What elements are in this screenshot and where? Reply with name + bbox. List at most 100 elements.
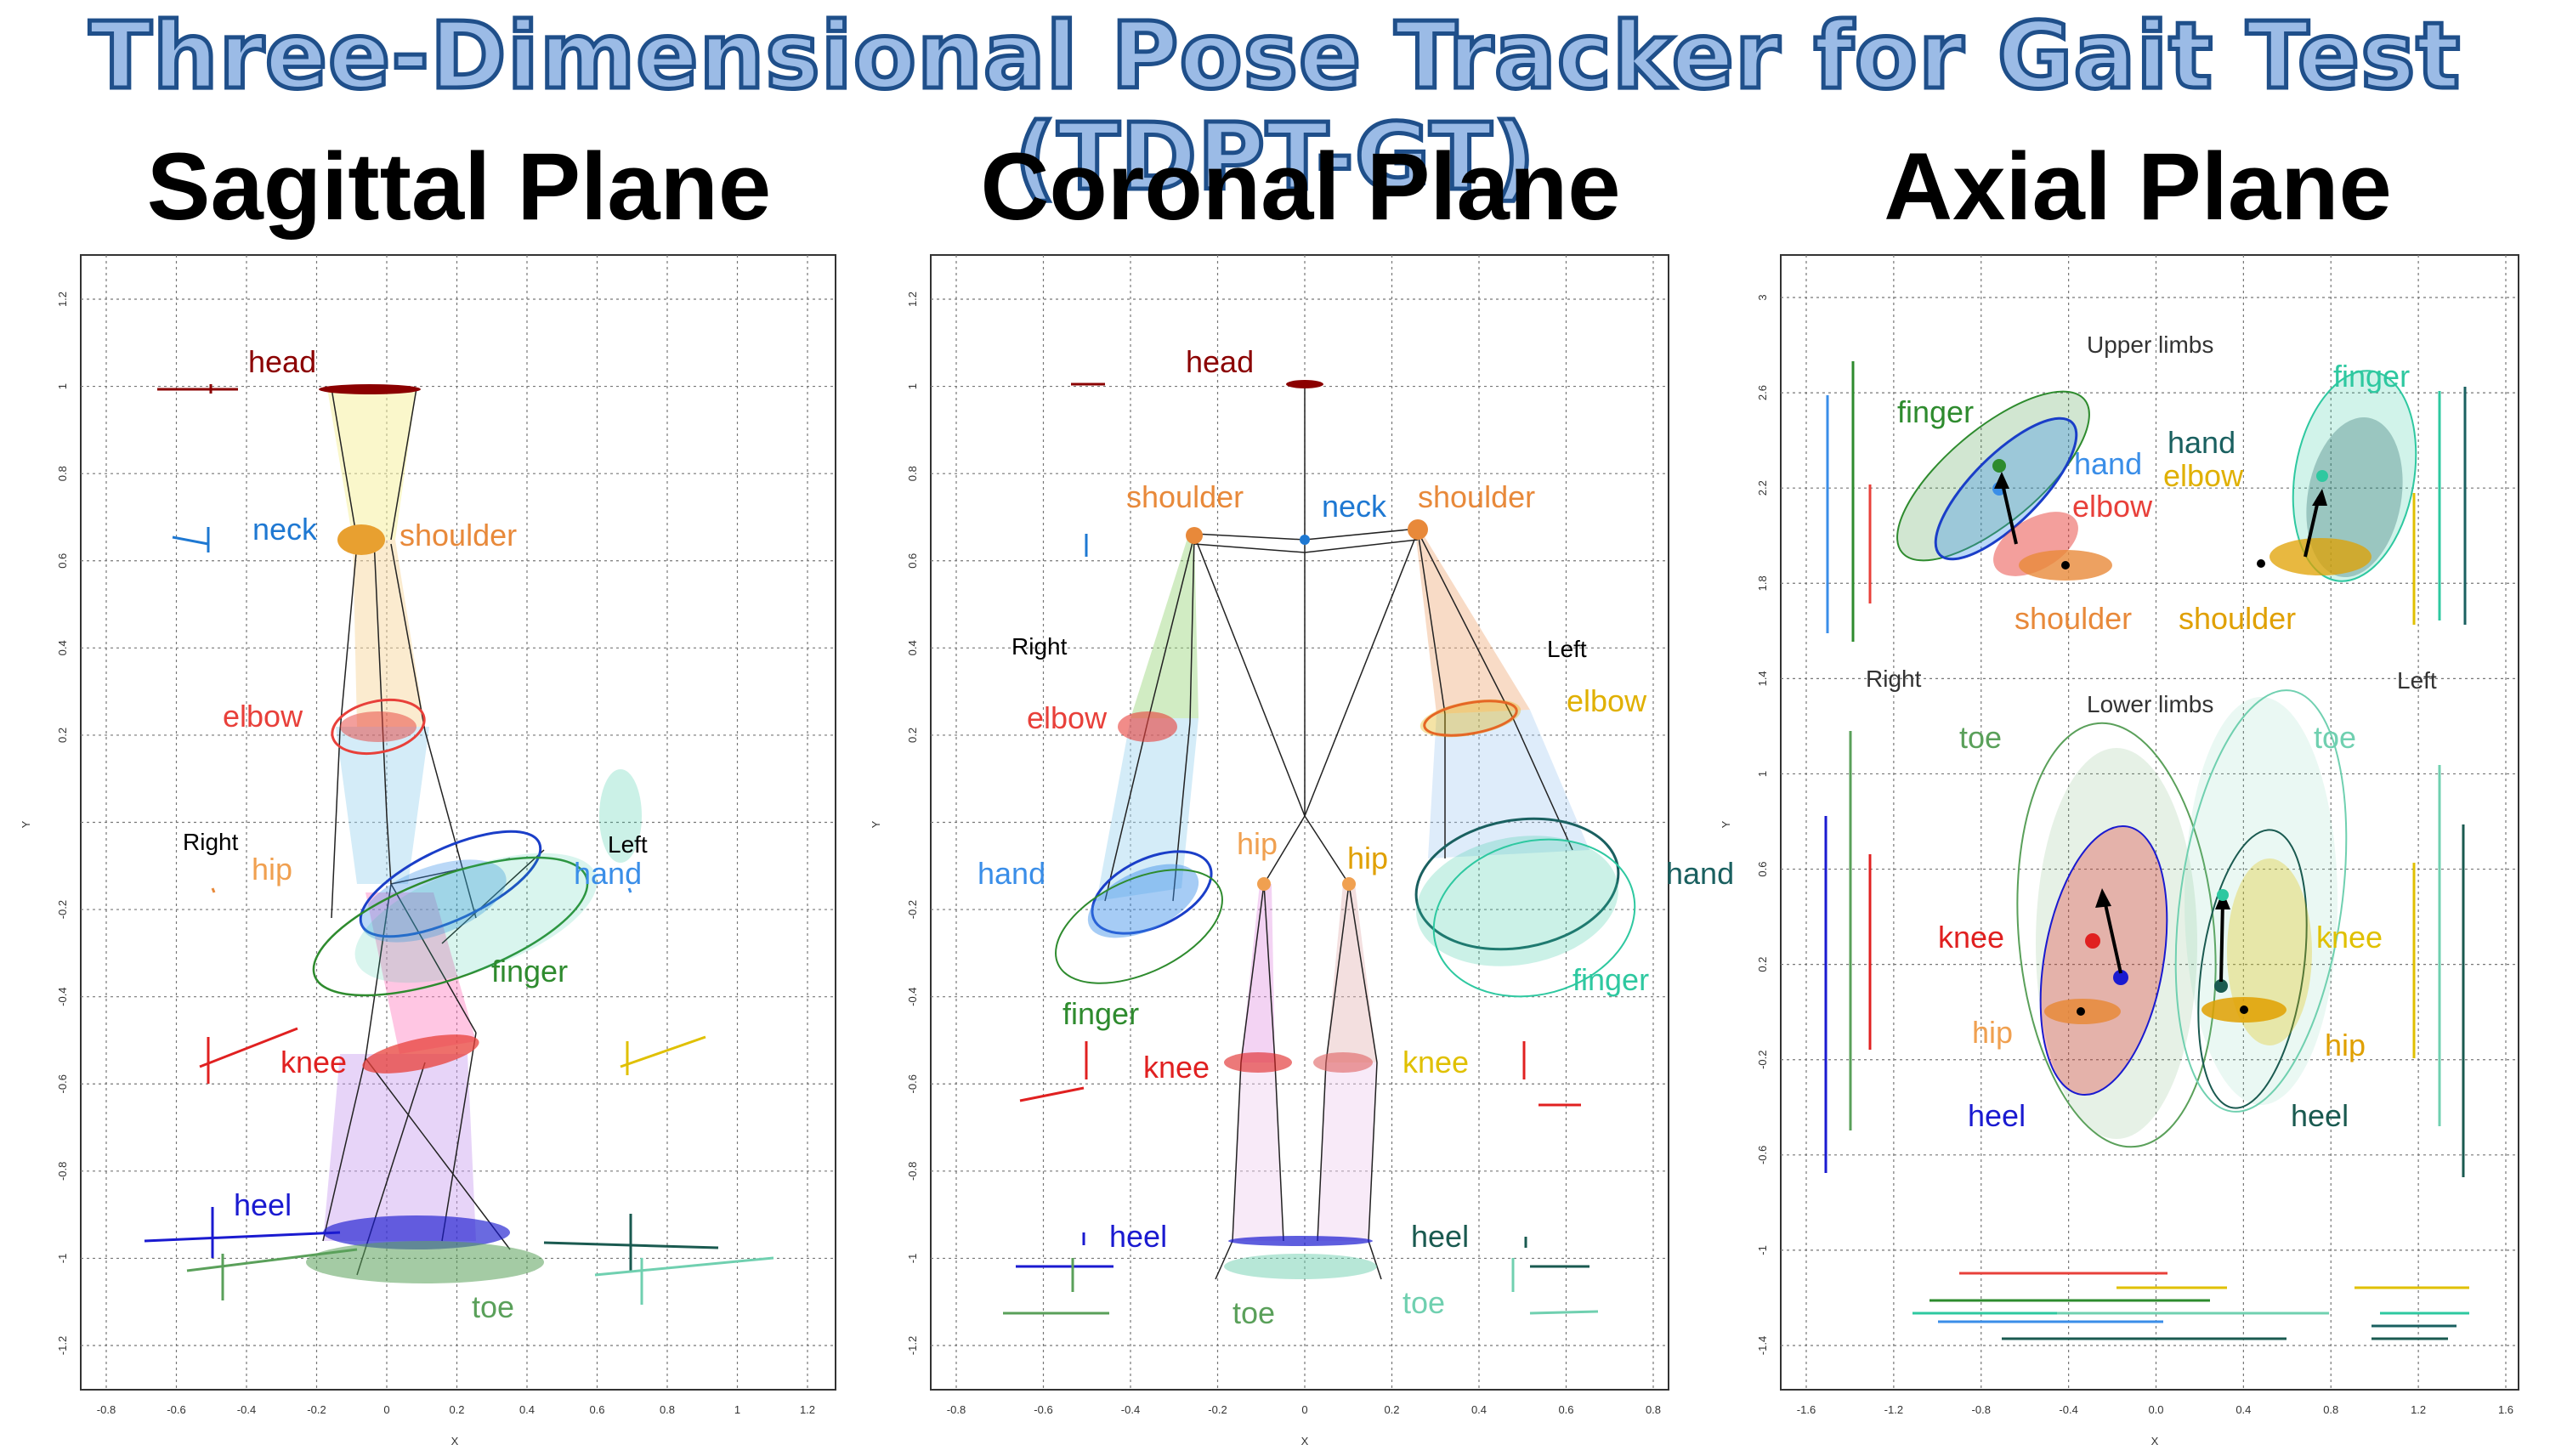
y-tick-label: 1	[1756, 771, 1769, 777]
cor-label-hip-r: hip	[1237, 826, 1278, 861]
x-tick-label: 0.2	[449, 1403, 464, 1416]
x-tick-label: -0.8	[1972, 1403, 1991, 1416]
cor-label-shoulder-r: shoulder	[1126, 479, 1244, 514]
axi-label-elbow-l: elbow	[2163, 458, 2244, 493]
sag-label-left: Left	[608, 831, 648, 858]
axi-label-lower-limbs: Lower limbs	[2087, 691, 2213, 717]
axial-markers	[1992, 459, 2328, 1016]
y-tick-label: -0.8	[56, 1162, 69, 1181]
coronal-skeleton	[1096, 384, 1590, 1280]
x-tick-label: -0.2	[1208, 1403, 1227, 1416]
coronal-plane-title: Coronal Plane	[980, 133, 1621, 240]
sag-label-heel: heel	[234, 1187, 292, 1222]
x-tick-label: 0.8	[2323, 1403, 2338, 1416]
x-tick-label: 0.8	[660, 1403, 675, 1416]
x-tick-label: -1.6	[1797, 1403, 1816, 1416]
sag-label-neck: neck	[252, 512, 318, 547]
sag-label-elbow: elbow	[223, 699, 303, 734]
axi-label-knee-r: knee	[1938, 920, 2004, 955]
cor-label-elbow-l: elbow	[1567, 683, 1647, 718]
x-tick-label: 1.2	[2411, 1403, 2426, 1416]
coronal-y-ticks: 1.2 1 0.8 0.6 0.4 0.2 -0.2 -0.4 -0.6 -0.8 -1 -1.2	[906, 292, 919, 1355]
x-tick-label: 1.2	[800, 1403, 815, 1416]
cor-label-heel-l: heel	[1411, 1219, 1469, 1254]
sag-label-shoulder: shoulder	[400, 518, 517, 552]
y-tick-label: -1.4	[1756, 1336, 1769, 1355]
axi-label-finger-l: finger	[2333, 359, 2410, 394]
coronal-point-clouds	[1055, 380, 1636, 1279]
axial-y-label: Y	[1720, 820, 1732, 828]
sag-label-hand: hand	[574, 856, 642, 891]
sagittal-x-label: X	[451, 1435, 459, 1448]
coronal-y-label: Y	[870, 820, 882, 828]
axial-point-clouds	[1896, 370, 2417, 1148]
cor-label-elbow-r: elbow	[1027, 700, 1108, 735]
axial-panel: -1.6 -1.2 -0.8 -0.4 0.0 0.4 0.8 1.2 1.6 3 2.6 2.2 1…	[1720, 254, 2519, 1448]
cor-label-hip-l: hip	[1347, 841, 1388, 875]
y-tick-label: 0.6	[1756, 862, 1769, 877]
axi-label-left: Left	[2397, 667, 2437, 694]
y-tick-label: -1.2	[906, 1336, 919, 1355]
y-tick-label: 2.2	[1756, 480, 1769, 496]
cor-label-head: head	[1186, 344, 1254, 379]
cor-label-knee-r: knee	[1143, 1050, 1210, 1085]
axial-x-label: X	[2151, 1435, 2159, 1448]
y-tick-label: -0.4	[906, 987, 919, 1006]
axial-x-ticks: -1.6 -1.2 -0.8 -0.4 0.0 0.4 0.8 1.2 1.6	[1797, 1403, 2513, 1416]
y-tick-label: -0.2	[906, 900, 919, 919]
axial-plot-frame	[1780, 254, 2519, 1391]
axi-label-hand-r: hand	[2074, 446, 2142, 481]
sag-label-toe: toe	[472, 1289, 514, 1324]
axi-label-shoulder-r: shoulder	[2014, 601, 2132, 636]
y-tick-label: 0.4	[56, 640, 69, 655]
sagittal-joint-labels: head neck shoulder elbow hip hand finger…	[183, 344, 648, 1324]
sagittal-y-ticks: 1.2 1 0.8 0.6 0.4 0.2 -0.2 -0.4 -0.6 -0.8 -1 -1.2	[56, 292, 69, 1355]
y-tick-label: -0.6	[56, 1074, 69, 1093]
y-tick-label: -1	[56, 1254, 69, 1264]
cor-label-hand-l: hand	[1666, 856, 1734, 891]
axi-label-hip-l: hip	[2325, 1028, 2366, 1062]
cor-label-shoulder-l: shoulder	[1418, 479, 1535, 514]
sagittal-y-label: Y	[20, 820, 32, 828]
y-tick-label: 1	[906, 383, 919, 389]
cor-label-right: Right	[1012, 633, 1068, 660]
cor-label-left: Left	[1547, 636, 1587, 662]
y-tick-label: -0.2	[1756, 1051, 1769, 1069]
sagittal-plane-title: Sagittal Plane	[146, 133, 772, 240]
y-tick-label: 0.4	[906, 640, 919, 655]
cor-label-toe-r: toe	[1232, 1295, 1275, 1330]
x-tick-label: -0.8	[97, 1403, 116, 1416]
sag-label-head: head	[248, 344, 316, 379]
y-tick-label: -0.6	[906, 1074, 919, 1093]
axi-label-finger-r: finger	[1897, 394, 1974, 429]
y-tick-label: -0.8	[906, 1162, 919, 1181]
axi-label-right: Right	[1866, 666, 1922, 692]
main-title: Three-Dimensional Pose Tracker for Gait …	[87, 3, 2462, 211]
axi-label-hand-l: hand	[2168, 425, 2236, 460]
x-tick-label: 0.4	[2236, 1403, 2251, 1416]
x-tick-label: 1.6	[2498, 1403, 2513, 1416]
axi-label-toe-r: toe	[1959, 720, 2002, 755]
sagittal-panel: -0.8 -0.6 -0.4 -0.2 0 0.2 0.4 0.6 0.8 1 1.2 1.2 1 0.…	[20, 254, 836, 1448]
x-tick-label: -0.4	[1121, 1403, 1140, 1416]
x-tick-label: 0	[1301, 1403, 1307, 1416]
x-tick-label: 0.8	[1646, 1403, 1661, 1416]
x-tick-label: 0.6	[1558, 1403, 1573, 1416]
axial-plane-title: Axial Plane	[1884, 133, 2392, 240]
axi-label-elbow-r: elbow	[2072, 489, 2153, 524]
sagittal-point-clouds	[306, 384, 642, 1283]
y-tick-label: 0.2	[906, 728, 919, 743]
cor-label-knee-l: knee	[1402, 1045, 1469, 1079]
sagittal-skeleton	[322, 388, 545, 1276]
cor-label-heel-r: heel	[1109, 1219, 1167, 1254]
sagittal-x-ticks: -0.8 -0.6 -0.4 -0.2 0 0.2 0.4 0.6 0.8 1 1.2	[97, 1403, 815, 1416]
sag-label-hip: hip	[252, 852, 292, 887]
y-tick-label: 0.6	[56, 553, 69, 569]
x-tick-label: 0.6	[589, 1403, 604, 1416]
x-tick-label: 0.4	[519, 1403, 535, 1416]
cor-label-finger-l: finger	[1572, 962, 1649, 997]
axi-label-heel-l: heel	[2291, 1098, 2349, 1133]
y-tick-label: 0.2	[1756, 957, 1769, 972]
x-tick-label: 0.4	[1471, 1403, 1487, 1416]
cor-label-toe-l: toe	[1402, 1285, 1445, 1320]
